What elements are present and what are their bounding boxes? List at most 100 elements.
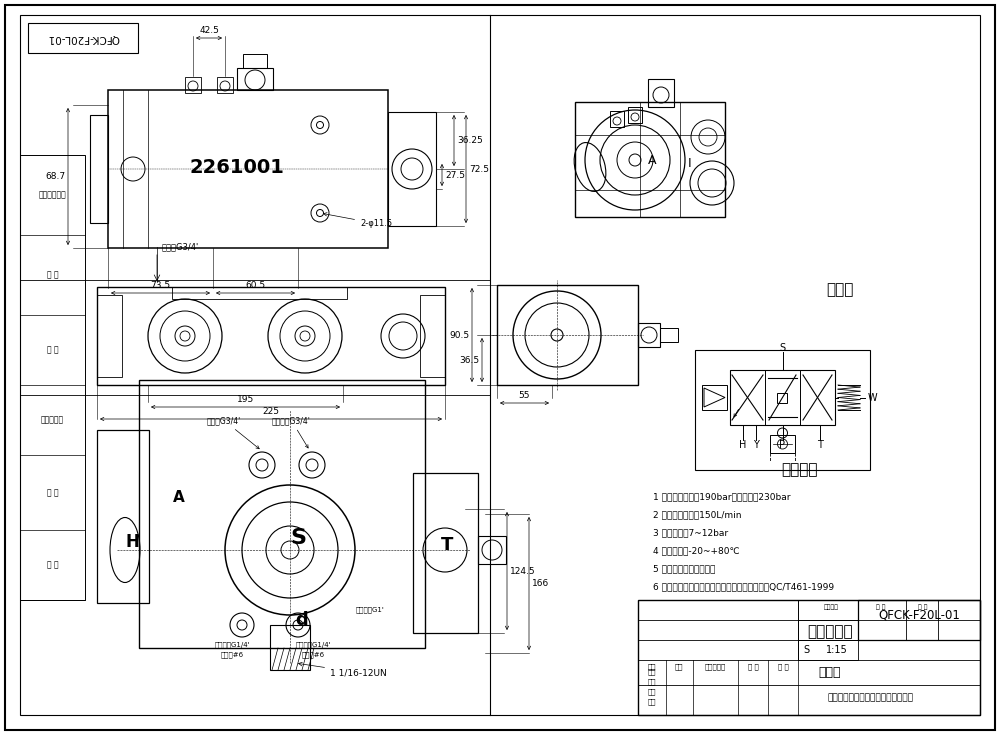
Text: 4 工作温度：-20~+80℃: 4 工作温度：-20~+80℃	[653, 547, 740, 556]
Text: 原理图: 原理图	[826, 282, 854, 298]
Text: 更改文件号: 更改文件号	[704, 664, 726, 670]
Bar	[270, 625, 310, 670]
Text: 校对: 校对	[648, 678, 656, 685]
Text: 1 压力：额定压力190bar，最大压力230bar: 1 压力：额定压力190bar，最大压力230bar	[653, 492, 790, 501]
Text: I: I	[688, 157, 692, 170]
Text: 72.5: 72.5	[469, 165, 489, 173]
Bar	[90, 115, 108, 223]
Bar	[777, 393, 787, 403]
Text: H: H	[125, 533, 139, 551]
Text: 组合件: 组合件	[819, 667, 841, 679]
Text: 签 字: 签 字	[748, 664, 758, 670]
Bar	[172, 287, 347, 299]
Bar	[478, 536, 506, 564]
Text: S: S	[803, 645, 809, 655]
Text: 36.25: 36.25	[457, 136, 483, 145]
Bar	[660, 328, 678, 342]
Text: 泄油口G3/4': 泄油口G3/4'	[207, 416, 259, 449]
Text: 1 1/16-12UN: 1 1/16-12UN	[299, 662, 387, 677]
Bar	[97, 287, 445, 385]
Bar	[798, 640, 858, 660]
Bar	[420, 295, 445, 377]
Bar	[628, 107, 642, 123]
Text: 审核: 审核	[648, 689, 656, 695]
Text: T: T	[441, 536, 453, 554]
Text: 6 产品执行标准：《自卸汽车换向阀技术条件》QC/T461-1999: 6 产品执行标准：《自卸汽车换向阀技术条件》QC/T461-1999	[653, 583, 834, 592]
Text: S: S	[779, 343, 786, 353]
Bar	[237, 68, 273, 90]
Bar	[497, 285, 638, 385]
Bar	[108, 90, 388, 248]
Text: 设计: 设计	[648, 669, 656, 675]
Text: 液压换向阀: 液压换向阀	[807, 625, 853, 639]
Text: 3 控制气压：7~12bar: 3 控制气压：7~12bar	[653, 528, 728, 537]
Text: 68.7: 68.7	[45, 172, 65, 181]
Text: H: H	[739, 440, 746, 450]
Bar	[413, 473, 478, 633]
Bar	[388, 112, 436, 226]
Text: 描 图: 描 图	[47, 270, 58, 279]
Text: 42.5: 42.5	[199, 26, 219, 35]
Text: 泄油口G3/4': 泄油口G3/4'	[162, 243, 199, 251]
Text: 排气囊#6: 排气囊#6	[220, 652, 244, 659]
Text: d: d	[296, 611, 308, 629]
Text: 常州市武进安行液压件制造有限公司: 常州市武进安行液压件制造有限公司	[827, 694, 913, 703]
Text: 图样标记: 图样标记	[824, 604, 838, 610]
Text: 36.5: 36.5	[459, 356, 479, 365]
Bar	[243, 54, 267, 68]
Text: 5 工作介质：抗磨液压油: 5 工作介质：抗磨液压油	[653, 564, 715, 573]
Text: QFCK-F20L-01: QFCK-F20L-01	[47, 33, 119, 43]
Text: 标记: 标记	[648, 664, 656, 670]
Text: 比 例: 比 例	[918, 604, 928, 610]
Text: 排气接口G1/4': 排气接口G1/4'	[214, 642, 250, 648]
Text: S: S	[290, 528, 306, 548]
Bar	[638, 600, 980, 715]
Text: 工艺: 工艺	[648, 699, 656, 706]
Text: 进气囊#6: 进气囊#6	[301, 652, 325, 659]
Text: 55: 55	[519, 391, 530, 400]
Text: P: P	[780, 440, 786, 450]
Bar	[858, 600, 980, 640]
Bar	[97, 430, 149, 603]
Bar	[20, 155, 85, 600]
Text: 日 期: 日 期	[778, 664, 788, 670]
Text: A: A	[648, 154, 656, 167]
Bar	[798, 620, 858, 640]
Text: 2 流量：最大流量150L/min: 2 流量：最大流量150L/min	[653, 511, 742, 520]
Bar	[730, 370, 835, 425]
Text: 控制油口G1': 控制油口G1'	[356, 606, 384, 613]
Text: 校 量: 校 量	[47, 345, 58, 354]
Text: 60.5: 60.5	[245, 281, 266, 290]
Text: A: A	[173, 490, 185, 506]
Bar	[610, 111, 624, 127]
Text: 处数: 处数	[675, 664, 683, 670]
Bar	[575, 102, 725, 217]
Bar	[638, 323, 660, 347]
Text: QFCK-F20L-01: QFCK-F20L-01	[878, 609, 960, 622]
Text: 195: 195	[237, 395, 254, 404]
Text: 2-φ11.5: 2-φ11.5	[323, 212, 392, 228]
Text: 重 量: 重 量	[876, 604, 886, 610]
Text: Y: Y	[753, 440, 758, 450]
Bar	[185, 77, 201, 93]
Text: 90.5: 90.5	[449, 331, 469, 340]
Text: 27.5: 27.5	[445, 171, 465, 179]
Text: 日 期: 日 期	[47, 561, 58, 570]
Text: 73.5: 73.5	[150, 281, 171, 290]
Text: 管道用件规定: 管道用件规定	[39, 190, 66, 199]
Text: 2261001: 2261001	[190, 157, 284, 176]
Text: T: T	[817, 440, 822, 450]
Text: 技术参数: 技术参数	[782, 462, 818, 478]
Text: 初底图底号: 初底图底号	[41, 415, 64, 425]
Bar	[770, 435, 795, 453]
Text: 166: 166	[532, 579, 549, 588]
Bar	[702, 385, 727, 410]
Bar	[217, 77, 233, 93]
Text: 回油进口G3/4': 回油进口G3/4'	[272, 416, 311, 448]
Text: 进气接口G1/4': 进气接口G1/4'	[295, 642, 331, 648]
Text: 124.5: 124.5	[510, 567, 536, 576]
Text: 签 字: 签 字	[47, 488, 58, 497]
Bar	[139, 380, 425, 648]
Text: 225: 225	[262, 407, 280, 416]
Bar	[648, 79, 674, 107]
